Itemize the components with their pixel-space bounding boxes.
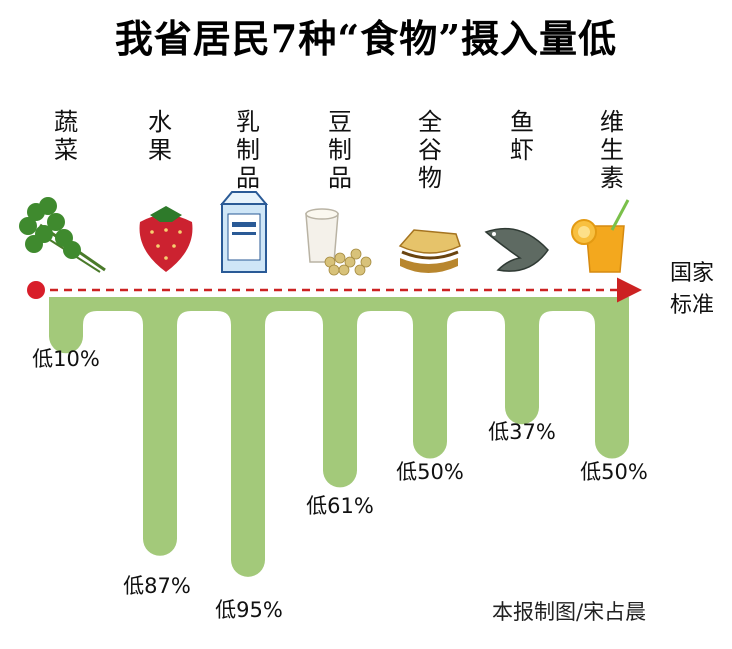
value-label: 低95% <box>215 598 283 622</box>
milk-carton-icon <box>219 191 269 273</box>
bar-fillet <box>83 297 143 325</box>
juice-icon <box>571 199 630 273</box>
reference-label: 国家标准 <box>669 261 714 318</box>
credit-text: 本报制图/宋占晨 <box>492 600 647 624</box>
bar-0 <box>49 297 83 354</box>
value-label: 低10% <box>32 347 100 371</box>
bar-6 <box>595 297 629 459</box>
bar-fillet <box>447 297 505 325</box>
origin-dot <box>27 281 45 299</box>
chart-title: 我省居民7种“食物”摄入量低 <box>114 16 618 61</box>
category-label: 全谷物 <box>418 108 442 192</box>
bar-5 <box>505 297 539 425</box>
strawberry-icon <box>139 206 193 272</box>
bar-4 <box>413 297 447 459</box>
bar-fillet <box>265 297 323 325</box>
bar-3 <box>323 297 357 488</box>
bar-2 <box>231 297 265 577</box>
value-label: 低37% <box>488 420 556 444</box>
category-label: 水果 <box>148 108 172 164</box>
value-label: 低87% <box>123 574 191 598</box>
category-label: 蔬菜 <box>54 108 78 164</box>
category-label: 维生素 <box>600 108 624 192</box>
value-label: 低50% <box>396 460 464 484</box>
value-label: 低50% <box>580 460 648 484</box>
value-label: 低61% <box>306 494 374 518</box>
category-label: 豆制品 <box>328 108 352 192</box>
bread-icon <box>398 229 461 273</box>
bar-fillet <box>539 297 595 325</box>
bar-fillet <box>357 297 413 325</box>
cilantro-icon <box>19 197 106 273</box>
category-label: 鱼虾 <box>510 108 534 164</box>
soy-milk-icon <box>305 208 372 276</box>
fish-icon <box>484 227 549 272</box>
bar-fillet <box>177 297 231 325</box>
category-label: 乳制品 <box>236 108 260 192</box>
bar-1 <box>143 297 177 556</box>
